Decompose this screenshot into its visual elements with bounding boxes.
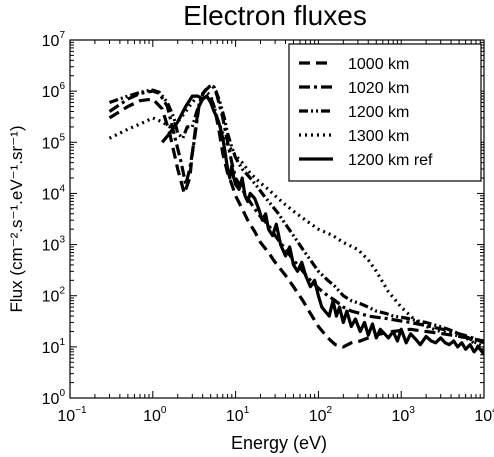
tick-marks [69, 39, 485, 399]
tick-label-exponent: 4 [59, 183, 65, 194]
x-tick-label: 101 [226, 405, 250, 425]
tick-label-base: 10 [42, 84, 60, 101]
tick-label-exponent: 4 [492, 405, 494, 416]
tick-label-exponent: 3 [409, 405, 415, 416]
y-tick-label: 105 [42, 132, 66, 152]
tick-label-exponent: 1 [244, 405, 250, 416]
plot-area [108, 83, 484, 356]
y-tick-label: 100 [42, 388, 66, 408]
y-tick-label: 106 [42, 81, 66, 101]
x-tick-label: 10−1 [57, 405, 87, 425]
plot-frame [69, 39, 485, 399]
tick-label-base: 10 [226, 408, 244, 425]
tick-label-exponent: 0 [161, 405, 167, 416]
tick-label-base: 10 [42, 289, 60, 306]
legend-label: 1020 km [348, 80, 409, 97]
series-line-1200-km [108, 83, 484, 349]
tick-label-base: 10 [42, 340, 60, 357]
y-axis-label: Flux (cm⁻².s⁻¹.eV⁻¹.sr⁻¹) [7, 126, 26, 313]
tick-label-exponent: 2 [59, 286, 65, 297]
tick-label-base: 10 [42, 186, 60, 203]
tick-label-base: 10 [42, 391, 60, 408]
tick-label-base: 10 [42, 33, 60, 50]
tick-label-base: 10 [474, 408, 492, 425]
y-tick-label: 101 [42, 337, 66, 357]
tick-label-exponent: 1 [59, 337, 65, 348]
y-tick-label: 107 [42, 30, 66, 50]
x-tick-label: 100 [143, 405, 167, 425]
tick-label-exponent: −1 [75, 405, 87, 416]
x-tick-label: 104 [474, 405, 494, 425]
tick-label-base: 10 [143, 408, 161, 425]
x-axis-label: Energy (eV) [231, 433, 327, 453]
y-tick-label: 103 [42, 235, 66, 255]
legend-label: 1000 km [348, 56, 409, 73]
tick-label-base: 10 [42, 238, 60, 255]
legend-label: 1200 km [348, 104, 409, 121]
tick-label-base: 10 [392, 408, 410, 425]
legend-label: 1200 km ref [348, 152, 433, 169]
tick-label-exponent: 6 [59, 81, 65, 92]
tick-label-exponent: 7 [59, 30, 65, 41]
series-line-1200-km-ref [160, 94, 484, 356]
series-line-1020-km [108, 83, 484, 345]
x-tick-label: 102 [309, 405, 333, 425]
x-tick-label: 103 [392, 405, 416, 425]
y-tick-label: 102 [42, 286, 66, 306]
legend: 1000 km 1020 km 1200 km 1300 km 1200 km ref [288, 43, 482, 182]
series-line-1300-km [108, 90, 484, 353]
y-tick-label: 104 [42, 183, 66, 203]
tick-label-base: 10 [42, 135, 60, 152]
tick-label-exponent: 5 [59, 132, 65, 143]
tick-label-exponent: 3 [59, 235, 65, 246]
chart-title: Electron fluxes [183, 0, 367, 31]
tick-label-base: 10 [57, 408, 75, 425]
tick-label-base: 10 [309, 408, 327, 425]
legend-label: 1300 km [348, 128, 409, 145]
tick-label-exponent: 0 [59, 388, 65, 399]
tick-label-exponent: 2 [327, 405, 333, 416]
